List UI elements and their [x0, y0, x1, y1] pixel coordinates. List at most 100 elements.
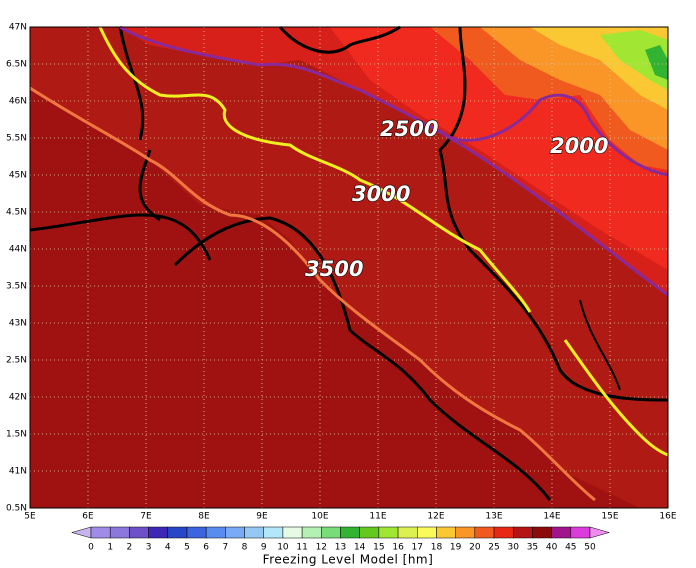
colorbar-box [263, 526, 284, 539]
colorbar-label: 9 [261, 543, 267, 553]
colorbar-label: 16 [392, 543, 404, 553]
colorbar-box [148, 526, 169, 539]
lon-label: 12E [427, 512, 444, 522]
colorbar-label: 45 [565, 543, 576, 553]
contour-label: 3500 [305, 257, 363, 281]
colorbar-box [340, 526, 360, 539]
colorbar-label: 11 [296, 543, 307, 553]
colorbar-box [359, 526, 380, 539]
lat-label: 5.5N [6, 134, 27, 144]
lon-label: 11E [369, 512, 386, 522]
lat-label: 43N [9, 319, 27, 329]
lon-label: 16E [659, 512, 676, 522]
colorbar-label: 13 [335, 543, 346, 553]
colorbar-arrow [589, 526, 611, 539]
lat-label: 6.5N [6, 60, 27, 70]
colorbar-arrow [70, 526, 92, 539]
colorbar-box [512, 526, 533, 539]
colorbar-label: 20 [469, 543, 481, 553]
lat-label: 0.5N [6, 504, 27, 514]
colorbar-label: 7 [222, 543, 228, 553]
colorbar-box [109, 526, 130, 539]
colorbar-box [90, 526, 111, 539]
contours [29, 25, 669, 502]
lon-label: 9E [256, 512, 268, 522]
colorbar-box [378, 526, 399, 539]
map-field [30, 27, 668, 508]
contour-3000 [98, 26, 532, 313]
field-darkgreen [645, 45, 668, 80]
contour-label: 2500 [380, 117, 438, 141]
colorbar-label: 35 [527, 543, 538, 553]
contour-2000 [438, 93, 669, 177]
colorbar-label: 12 [316, 543, 327, 553]
colorbar-box [167, 526, 188, 539]
lat-label: 41N [9, 467, 27, 477]
lon-label: 15E [601, 512, 618, 522]
colorbar-box [129, 526, 149, 539]
colorbar-label: 3 [146, 543, 152, 553]
colorbar-title: Freezing Level Model [hm] [263, 553, 434, 567]
colorbar-label: 25 [488, 543, 499, 553]
lon-label: 7E [140, 512, 152, 522]
colorbar-box [474, 526, 495, 539]
colorbar-label: 30 [508, 543, 520, 553]
colorbar-box [532, 526, 552, 539]
colorbar-label: 10 [277, 543, 289, 553]
colorbar-box [301, 526, 322, 539]
graticule [30, 27, 668, 508]
colorbar-box [282, 526, 303, 539]
lat-label: 44N [9, 245, 27, 255]
lon-label: 10E [311, 512, 328, 522]
colorbar-label: 0 [88, 543, 94, 553]
colorbar-label: 18 [431, 543, 443, 553]
lat-label: 46N [9, 97, 27, 107]
colorbar-label: 4 [165, 543, 171, 553]
lat-label: 45N [9, 171, 27, 181]
colorbar-box [570, 526, 591, 539]
lon-label: 13E [485, 512, 502, 522]
lat-label: 42N [9, 393, 27, 403]
contour-label: 3000 [352, 182, 410, 206]
field-mid [30, 27, 668, 508]
colorbar-label: 14 [354, 543, 366, 553]
colorbar-label: 19 [450, 543, 462, 553]
colorbar-box [417, 526, 437, 539]
colorbar-box [321, 526, 341, 539]
colorbar-label: 2 [127, 543, 133, 553]
lon-label: 6E [82, 512, 94, 522]
lon-label: 14E [543, 512, 560, 522]
contour-label: 2000 [550, 134, 608, 158]
lat-label: 2.5N [6, 356, 27, 366]
colorbar-label: 17 [412, 543, 423, 553]
colorbar-label: 5 [184, 543, 190, 553]
border-coast [579, 299, 621, 391]
lon-label: 8E [198, 512, 210, 522]
colorbar: 0 1 2 3 4 5 6 7 8 9 10 11 12 13 14 15 16 17 18 19 20 25 30 35 40… [70, 526, 611, 553]
colorbar-box [186, 526, 207, 539]
colorbar-box [397, 526, 418, 539]
colorbar-box [455, 526, 476, 539]
map-frame [29, 26, 669, 509]
lat-label: 1.5N [6, 430, 27, 440]
lat-label: 4.5N [6, 208, 27, 218]
colorbar-box [493, 526, 514, 539]
contour-2500 [119, 25, 669, 297]
colorbar-box [436, 526, 456, 539]
contour-3000-south [563, 339, 669, 457]
colorbar-box [205, 526, 226, 539]
colorbar-label: 15 [373, 543, 384, 553]
colorbar-label: 40 [546, 543, 558, 553]
colorbar-label: 6 [203, 543, 209, 553]
contour-3500 [29, 86, 596, 502]
borders [29, 25, 669, 501]
colorbar-label: 8 [242, 543, 248, 553]
colorbar-box [244, 526, 264, 539]
colorbar-box [225, 526, 245, 539]
colorbar-label: 50 [584, 543, 596, 553]
lat-label: 3.5N [6, 282, 27, 292]
colorbar-box [551, 526, 572, 539]
colorbar-label: 1 [107, 543, 113, 553]
lon-label: 5E [24, 512, 36, 522]
